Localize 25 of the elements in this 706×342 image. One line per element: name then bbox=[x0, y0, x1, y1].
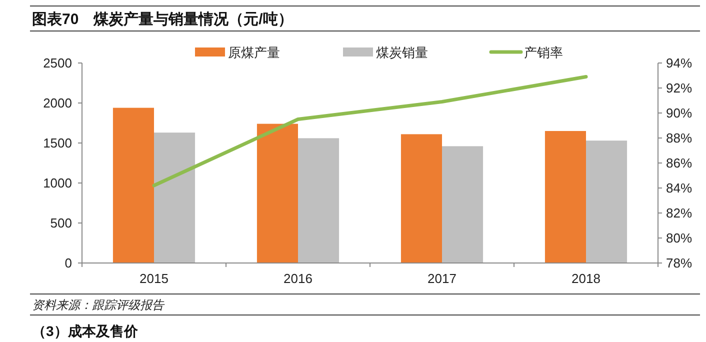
y2-tick-label: 90% bbox=[666, 106, 692, 120]
text: 资料来源：跟踪评级报告 bbox=[32, 298, 165, 312]
y-tick-label: 1500 bbox=[43, 136, 72, 150]
y-tick-label: 500 bbox=[50, 216, 72, 230]
x-tick-label: 2015 bbox=[140, 271, 168, 286]
text: （3）成本及售价 bbox=[32, 323, 139, 339]
chart-title: 图表70 煤炭产量与销量情况（元/吨） bbox=[32, 11, 293, 28]
y2-tick-label: 94% bbox=[666, 56, 692, 70]
x-tick-label: 2016 bbox=[284, 271, 312, 286]
legend-label: 原煤产量 bbox=[228, 45, 280, 60]
y2-tick-label: 78% bbox=[666, 256, 692, 270]
y-tick-label: 2500 bbox=[43, 56, 72, 70]
y2-tick-label: 86% bbox=[666, 156, 692, 170]
y2-tick-label: 92% bbox=[666, 80, 692, 96]
legend-label: 煤炭销量 bbox=[376, 45, 428, 60]
y2-tick-label: 84% bbox=[666, 180, 692, 196]
x-tick-label: 2017 bbox=[428, 271, 456, 286]
y2-tick-label: 80% bbox=[666, 230, 692, 246]
legend-label: 产销率 bbox=[524, 45, 563, 60]
y2-tick-label: 82% bbox=[666, 206, 692, 220]
y-tick-label: 1000 bbox=[43, 176, 72, 190]
y-tick-label: 0 bbox=[64, 256, 72, 270]
y-tick-label: 2000 bbox=[43, 96, 72, 110]
y2-tick-label: 88% bbox=[666, 130, 692, 146]
x-tick-label: 2018 bbox=[572, 271, 600, 286]
